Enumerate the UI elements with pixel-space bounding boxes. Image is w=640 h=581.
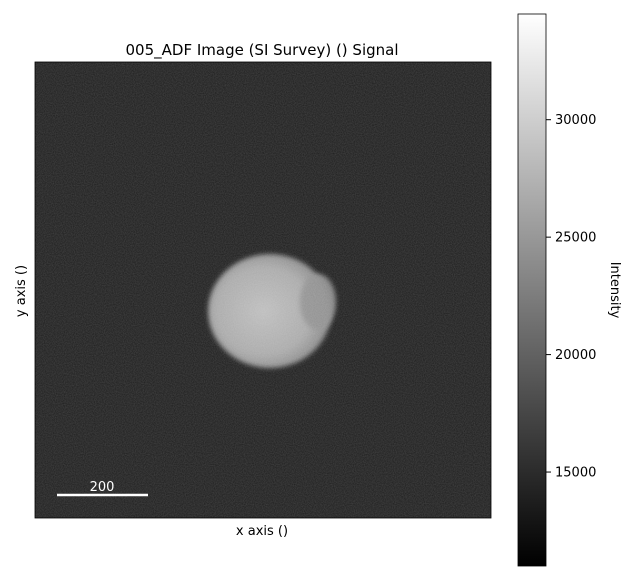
chart-title: 005_ADF Image (SI Survey) () Signal <box>126 41 399 60</box>
colorbar-gradient <box>517 13 547 567</box>
colorbar-ticks: 15000 20000 25000 30000 <box>546 113 596 481</box>
colorbar-tick-label: 15000 <box>555 466 596 481</box>
y-axis-label: y axis () <box>14 265 29 317</box>
colorbar-tick-label: 20000 <box>555 348 596 363</box>
image-noise <box>35 62 491 518</box>
image-border <box>34 61 492 519</box>
colorbar-tick-label: 30000 <box>555 113 596 128</box>
image-plot-area: 200 <box>34 61 492 519</box>
scalebar-label: 200 <box>90 480 115 495</box>
x-axis-label: x axis () <box>236 524 288 539</box>
colorbar-tick-label: 25000 <box>555 231 596 246</box>
colorbar-label: Intensity <box>607 262 622 319</box>
colorbar: 15000 20000 25000 30000 <box>517 13 596 567</box>
